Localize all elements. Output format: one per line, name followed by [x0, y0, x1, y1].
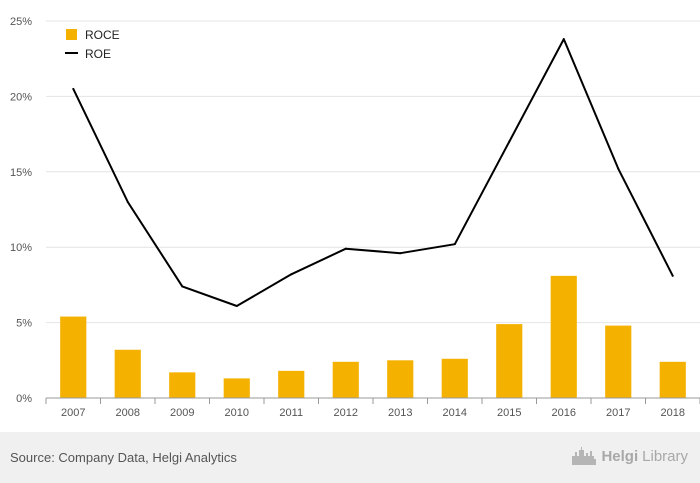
roe-point	[72, 87, 75, 90]
roce-bar	[496, 324, 523, 398]
roe-point	[617, 167, 620, 170]
x-tick-label: 2016	[552, 407, 576, 419]
roce-bar	[60, 316, 87, 398]
legend: ROCE ROE	[65, 28, 120, 61]
roe-point	[562, 38, 565, 41]
x-tick-label: 2017	[606, 407, 630, 419]
chart: 0% 5% 10% 15% 20% 25% 2007 2008 2009 2010 2011 201…	[10, 16, 700, 419]
roce-bar	[278, 370, 305, 398]
x-tick-label: 2007	[61, 407, 85, 419]
gridlines	[46, 20, 700, 324]
roce-bar	[659, 361, 686, 398]
roe-line-layer	[72, 38, 674, 308]
legend-roce-label: ROCE	[85, 28, 120, 42]
x-tick-label: 2009	[170, 407, 194, 419]
y-tick-label: 25%	[10, 16, 32, 28]
roce-bar	[114, 349, 141, 398]
roe-point	[126, 200, 129, 203]
x-tick-label: 2013	[388, 407, 412, 419]
x-tick-label: 2012	[334, 407, 358, 419]
x-tick-label: 2015	[497, 407, 521, 419]
roe-point	[399, 252, 402, 255]
roe-point	[235, 305, 238, 308]
y-tick-label: 0%	[16, 393, 32, 405]
y-tick-label: 5%	[16, 318, 32, 330]
legend-roe-label: ROE	[85, 47, 111, 61]
brand-name-part2: Library	[642, 447, 688, 465]
y-tick-label: 10%	[10, 242, 32, 254]
x-tick-label: 2008	[116, 407, 140, 419]
legend-roce-swatch	[66, 29, 77, 40]
y-axis-ticks: 0% 5% 10% 15% 20% 25%	[10, 16, 32, 405]
roce-bar	[550, 275, 577, 398]
roce-bar	[605, 325, 632, 398]
x-tick-label: 2011	[279, 407, 303, 419]
x-axis: 2007 2008 2009 2010 2011 2012 2013 2014 2015 2016…	[45, 397, 700, 419]
source-note: Source: Company Data, Helgi Analytics	[10, 450, 237, 465]
x-tick-label: 2018	[661, 407, 685, 419]
roce-bar	[332, 361, 359, 398]
roce-bar	[441, 358, 468, 398]
roe-point	[508, 140, 511, 143]
roe-point	[181, 285, 184, 288]
roe-point	[344, 247, 347, 250]
x-tick-label: 2010	[225, 407, 249, 419]
roe-point	[290, 273, 293, 276]
roce-bar	[223, 378, 250, 398]
city-skyline-icon	[572, 447, 597, 465]
roce-bars	[60, 275, 686, 398]
brand-name-part1: Helgi	[601, 447, 639, 465]
footer: Source: Company Data, Helgi Analytics He…	[0, 432, 700, 483]
roce-bar	[387, 360, 414, 398]
y-tick-label: 15%	[10, 167, 32, 179]
roe-point	[453, 243, 456, 246]
y-tick-label: 20%	[10, 91, 32, 103]
roce-bar	[169, 372, 196, 398]
roe-line	[72, 38, 674, 307]
brand-logo: Helgi Library	[571, 446, 688, 466]
roe-point	[671, 274, 674, 277]
x-tick-label: 2014	[443, 407, 467, 419]
